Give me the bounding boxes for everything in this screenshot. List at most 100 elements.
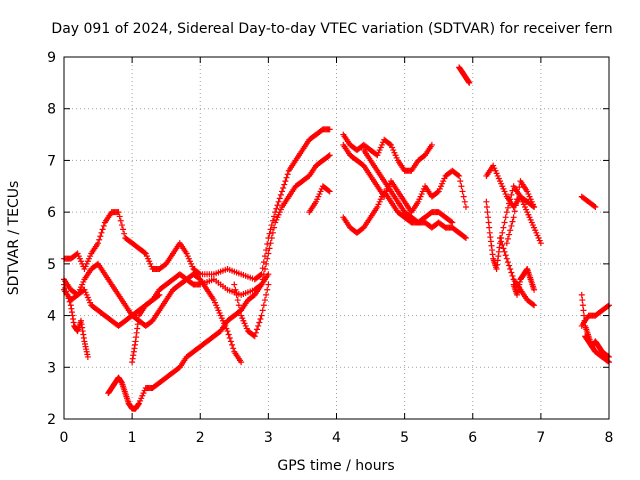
data-point [531,203,538,210]
data-point [604,353,611,360]
y-tick-label: 7 [47,153,56,169]
data-point [508,269,515,276]
data-point [156,291,163,298]
data-point [231,281,238,288]
data-point [504,235,511,242]
data-point [99,226,106,233]
y-tick-label: 4 [47,309,56,325]
data-point [265,281,272,288]
data-point [275,198,282,205]
data-point [96,236,103,243]
y-tick-label: 5 [47,257,56,273]
chart-title: Day 091 of 2024, Sidereal Day-to-day VTE… [51,21,612,37]
data-point [326,152,333,159]
data-point [268,235,275,241]
data-point [537,240,544,247]
data-point [117,217,124,224]
data-point [508,191,515,198]
data-point [500,224,507,231]
data-point [516,184,523,191]
axis-ticks: 0 1 2 3 4 5 6 7 8 2 3 4 5 6 7 8 9 [47,50,613,446]
data-point [506,262,513,269]
data-point [115,209,122,216]
x-tick-label: 1 [128,430,137,446]
data-point [579,302,586,309]
data-point [449,219,456,226]
data-point [257,272,264,279]
data-point [265,250,272,257]
data-point [265,271,272,278]
data-point [500,245,507,252]
data-point [263,247,270,254]
data-point [434,189,441,196]
data-point [116,213,123,220]
data-point [529,301,536,308]
data-point [118,222,125,229]
series-track14 [483,162,538,210]
series-track15 [483,183,544,273]
data-point [280,185,287,192]
data-point [277,191,284,198]
data-point [251,333,258,340]
grid [64,57,609,419]
data-point [510,214,517,221]
data-point [591,203,598,210]
y-axis-label: SDTVAR / TECUs [6,181,22,296]
data-point [486,224,493,231]
data-point [578,291,585,298]
data-point [224,328,231,335]
data-point [269,229,276,236]
data-point [503,209,510,216]
data-point [499,229,506,236]
data-point [264,255,271,262]
data-point [233,291,240,298]
x-tick-label: 8 [605,430,614,446]
data-point [326,188,333,195]
data-point [484,209,491,216]
data-point [483,198,490,205]
series-track4 [61,281,91,360]
data-point [95,240,102,247]
data-point [64,291,71,298]
x-tick-label: 4 [332,430,341,446]
data-point [258,312,265,319]
y-tick-label: 2 [47,412,56,428]
data-point [121,230,128,237]
data-point [462,203,469,210]
data-point [531,286,538,293]
x-tick-label: 7 [536,430,545,446]
data-point [234,297,241,304]
data-point [271,213,278,220]
data-point [261,266,268,273]
data-point [497,235,503,241]
data-point [462,235,469,241]
series-track12 [360,147,456,226]
data-point [259,307,266,314]
data-point [458,183,465,190]
data-point [512,202,519,209]
data-point [229,341,236,348]
data-point [141,249,148,256]
data-point [460,193,467,200]
data-point [273,205,280,212]
data-point [604,303,611,310]
data-point [267,240,274,247]
data-point [266,245,273,252]
data-point [461,234,468,241]
data-point [509,218,516,225]
data-point [266,230,273,237]
data-point [580,307,587,314]
series-track18 [510,266,538,298]
data-point [428,141,435,148]
data-point [236,307,243,314]
data-point [263,260,270,267]
data-point [498,238,505,245]
data-point [501,219,508,226]
data-point [261,297,268,304]
x-tick-label: 2 [196,430,205,446]
x-tick-label: 6 [468,430,477,446]
data-point [256,319,263,326]
data-point [579,297,586,304]
data-point [326,126,333,133]
